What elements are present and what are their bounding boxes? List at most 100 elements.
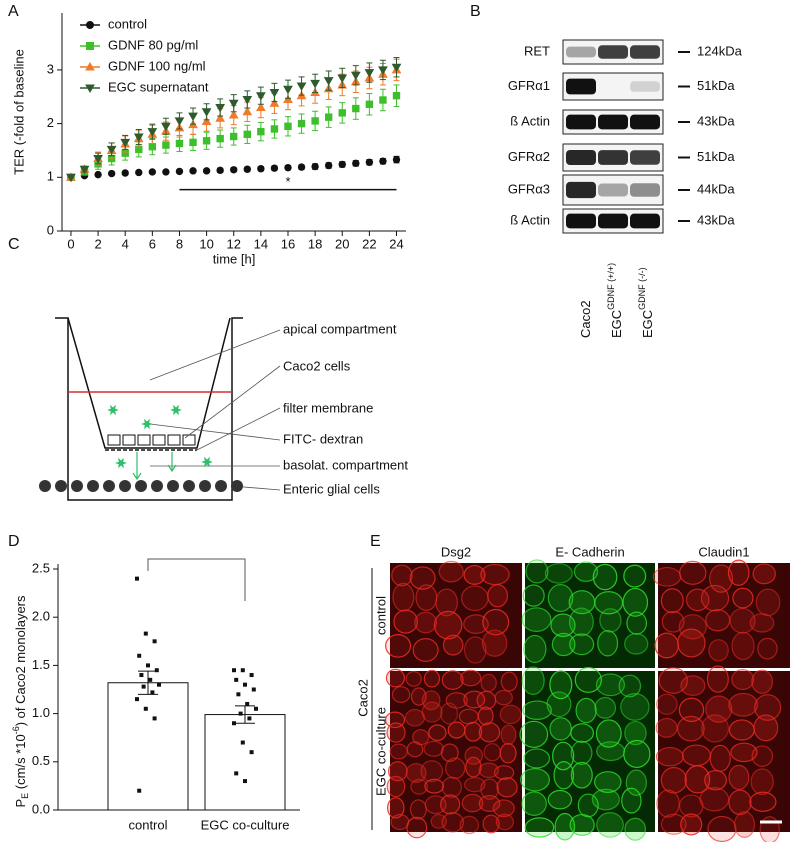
cell-outline: [433, 610, 463, 640]
cell-outline: [391, 564, 413, 587]
cell-outline: [680, 813, 703, 836]
cell-outline: [390, 813, 410, 831]
glial-cell: [71, 480, 83, 492]
blot-band: [566, 114, 596, 130]
cell-outline: [707, 815, 737, 842]
y-axis-label-part: ) of Caco2 monolayers: [13, 595, 28, 726]
data-point: [154, 668, 159, 673]
legend-label: EGC supernatant: [108, 79, 209, 94]
cell-outline: [478, 722, 501, 743]
blot-band: [630, 150, 660, 165]
blot-size-label: 51kDa: [697, 149, 735, 164]
x-tick-label: 16: [281, 236, 295, 251]
blot-band: [598, 114, 628, 130]
data-point: [249, 750, 254, 755]
cell-outline: [549, 670, 573, 700]
marker: [188, 112, 198, 122]
cell-outline: [661, 610, 685, 633]
data-point: [234, 677, 239, 682]
data-point: [236, 692, 241, 697]
arrows: [132, 452, 177, 481]
blot-band: [566, 213, 596, 229]
marker: [255, 92, 266, 101]
panel-label: E: [370, 533, 381, 550]
cell-outline: [624, 633, 649, 655]
cell-outline: [728, 764, 750, 791]
cell-outline: [596, 741, 626, 762]
y-axis-label: TER (-fold of baseline: [11, 49, 26, 175]
blot-size-label: 43kDa: [697, 113, 735, 128]
cell-outline: [482, 814, 500, 834]
glial-cell: [87, 480, 99, 492]
cell-outline: [732, 587, 754, 609]
blot-row-label: ß Actin: [510, 113, 550, 128]
glial-cell: [183, 480, 195, 492]
marker: [255, 102, 266, 112]
blot-size-label: 124kDa: [697, 43, 743, 58]
marker: [350, 71, 361, 81]
marker: [66, 173, 76, 183]
cell-outline: [404, 708, 426, 727]
marker: [283, 94, 293, 103]
cell-outline: [406, 816, 428, 839]
cell-outline: [415, 584, 438, 612]
blot-row-label: ß Actin: [510, 212, 550, 227]
cell-outline: [570, 761, 593, 789]
x-tick-label: 22: [362, 236, 376, 251]
marker: [352, 159, 360, 168]
cell-outline: [441, 812, 464, 833]
cell-outline: [421, 701, 443, 723]
x-tick-label: 6: [149, 236, 156, 251]
data-point: [135, 697, 139, 702]
marker: [107, 169, 116, 178]
legend-marker: [85, 84, 95, 94]
blot-lane-label: EGCGDNF (+/+): [606, 263, 624, 338]
marker: [337, 74, 348, 83]
marker: [148, 142, 157, 151]
cell-outline: [386, 797, 405, 819]
cell-outline: [483, 743, 501, 762]
cell-outline: [729, 607, 756, 634]
cell-outline: [655, 717, 678, 738]
cell-outline: [442, 634, 464, 656]
cell-outline: [622, 587, 649, 617]
marker: [94, 170, 102, 179]
glial-cell: [231, 480, 243, 492]
marker: [391, 63, 402, 73]
legend-marker: [85, 61, 95, 71]
y-tick-label: 1.0: [32, 705, 50, 720]
blot-lane-label: Caco2: [578, 300, 593, 338]
blot-band: [566, 149, 596, 166]
marker: [323, 77, 334, 86]
data-point: [152, 716, 157, 721]
data-point: [137, 653, 142, 658]
fitc-dextran: [115, 457, 127, 469]
marker: [162, 168, 170, 176]
cell-outline: [677, 628, 706, 658]
data-point: [146, 663, 150, 668]
blot-band: [630, 45, 660, 59]
blot-lane-label: EGCGDNF (-/-): [637, 267, 655, 338]
x-tick-label: EGC co-culture: [201, 817, 290, 832]
cell-outline: [599, 608, 622, 633]
cell-outline: [700, 584, 730, 612]
cell-outline: [424, 778, 445, 794]
cell-outline: [750, 768, 774, 796]
significance-bracket: [147, 558, 246, 601]
cell-outline: [478, 762, 500, 779]
x-tick-label: control: [128, 817, 167, 832]
cell-outline: [522, 700, 552, 720]
cell-outline: [464, 721, 483, 742]
cell-outline: [597, 629, 619, 657]
cell-outline: [621, 787, 642, 814]
cell-outline: [494, 689, 513, 706]
glial-cell: [215, 480, 227, 492]
data-point: [232, 668, 236, 673]
cell-outline: [701, 714, 730, 743]
blot-size-label: 44kDa: [697, 181, 735, 196]
data-point: [247, 716, 252, 721]
x-tick-label: 18: [308, 236, 322, 251]
marker: [228, 99, 239, 109]
y-tick-label: 3: [47, 61, 54, 76]
cell-outline: [624, 817, 647, 841]
